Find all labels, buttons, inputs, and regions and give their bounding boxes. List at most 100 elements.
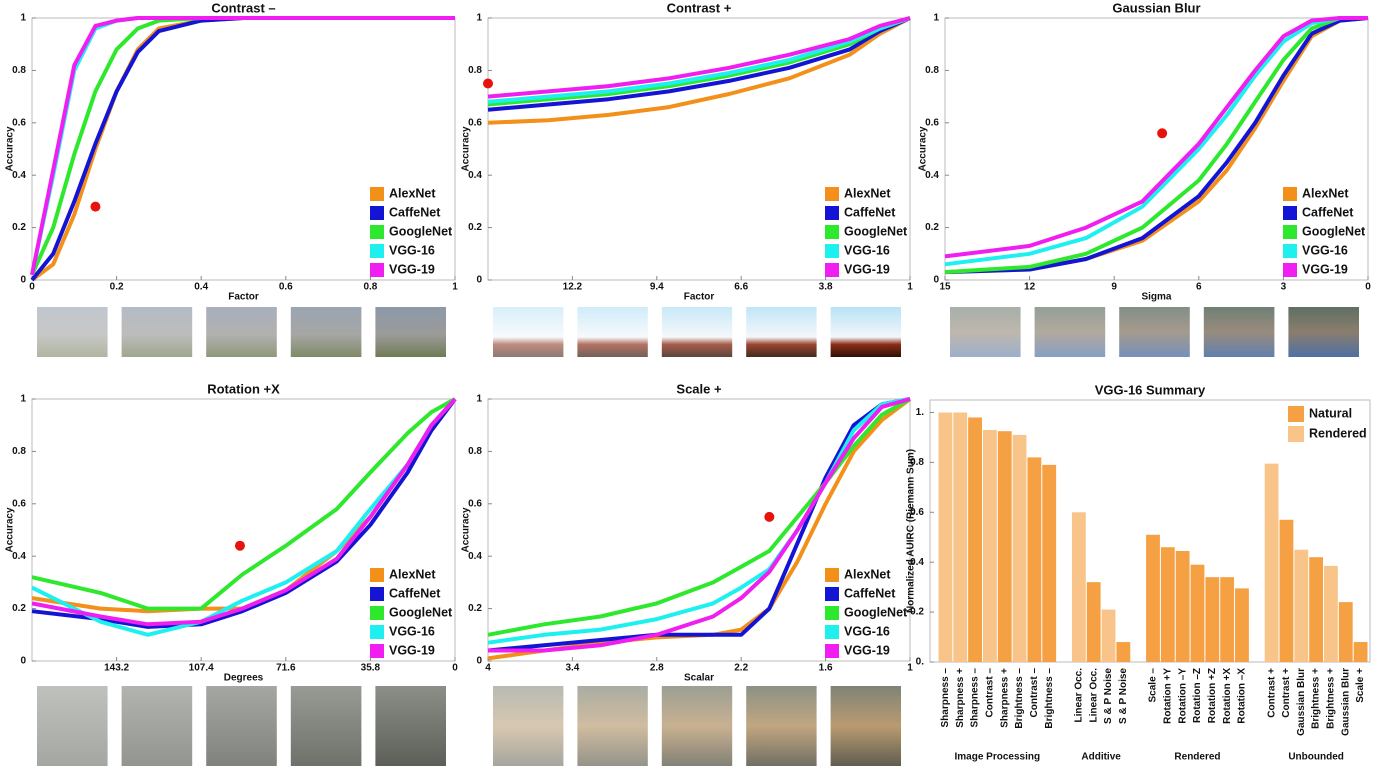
y-axis-label: Accuracy xyxy=(918,126,929,171)
group-label: Additive xyxy=(1081,752,1121,763)
legend-label: AlexNet xyxy=(1302,186,1349,200)
highlight-point xyxy=(235,541,245,551)
thumbnail xyxy=(493,307,563,357)
highlight-point xyxy=(1157,128,1167,138)
y-axis-label: Accuracy xyxy=(5,507,16,552)
x-tick-label: Rotation –X xyxy=(1237,668,1248,724)
x-tick-label: 9 xyxy=(1111,282,1117,293)
legend-label: CaffeNet xyxy=(389,205,441,219)
chart-title: Contrast – xyxy=(211,0,275,15)
thumbnail xyxy=(1204,307,1275,357)
x-tick-label: Brightness – xyxy=(1014,668,1025,729)
bar xyxy=(1280,520,1294,662)
legend-swatch xyxy=(1288,406,1304,422)
bar xyxy=(1013,435,1027,662)
x-axis-label: Scalar xyxy=(684,673,714,684)
x-tick-label: Contrast – xyxy=(1029,668,1040,718)
bar xyxy=(1220,577,1234,662)
x-tick-label: Gaussian Blur xyxy=(1296,668,1307,736)
group-label: Rendered xyxy=(1174,752,1220,763)
bar xyxy=(1042,465,1056,662)
thumbnail xyxy=(1119,307,1190,357)
thumbnail xyxy=(122,307,193,357)
legend-label: AlexNet xyxy=(844,186,891,200)
x-axis-label: Degrees xyxy=(224,673,264,684)
thumbnail xyxy=(662,307,732,357)
x-tick-label: 0 xyxy=(452,663,458,674)
y-tick-label: 0 xyxy=(476,656,482,667)
x-tick-label: 1.6 xyxy=(819,663,833,674)
legend-label: VGG-19 xyxy=(389,643,435,657)
thumbnail xyxy=(37,686,108,766)
thumbnail xyxy=(831,686,901,766)
bar xyxy=(1072,512,1086,662)
bar xyxy=(1324,566,1338,662)
x-tick-label: S & P Noise xyxy=(1103,668,1114,724)
x-tick-label: Gaussian Blur xyxy=(1340,668,1351,736)
thumbnail xyxy=(950,307,1021,357)
y-axis-label: Accuracy xyxy=(5,126,16,171)
legend-label: CaffeNet xyxy=(1302,205,1354,219)
legend-label: VGG-19 xyxy=(844,643,890,657)
group-label: Image Processing xyxy=(955,752,1041,763)
x-tick-label: Scale + xyxy=(1355,668,1366,703)
highlight-point xyxy=(483,79,493,89)
legend-swatch xyxy=(370,625,384,639)
thumbnail xyxy=(375,307,446,357)
legend-swatch xyxy=(370,244,384,258)
x-tick-label: 1 xyxy=(907,663,913,674)
x-tick-label: 6.6 xyxy=(734,282,748,293)
legend-swatch xyxy=(1283,263,1297,277)
chart-title: VGG-16 Summary xyxy=(1095,382,1206,397)
legend-swatch xyxy=(1283,225,1297,239)
legend-swatch xyxy=(370,206,384,220)
x-tick-label: 3.8 xyxy=(819,282,833,293)
legend-swatch xyxy=(370,587,384,601)
legend-label: AlexNet xyxy=(389,567,436,581)
bar xyxy=(1191,565,1205,662)
x-tick-label: 6 xyxy=(1196,282,1202,293)
x-tick-label: Brightness + xyxy=(1311,668,1322,729)
thumbnail xyxy=(746,307,816,357)
x-tick-label: Linear Occ. xyxy=(1088,668,1099,723)
y-tick-label: 0.2 xyxy=(12,603,26,614)
y-tick-label: 1 xyxy=(20,394,26,405)
y-tick-label: 0.2 xyxy=(468,603,482,614)
bar xyxy=(1339,602,1353,662)
x-tick-label: Brightness – xyxy=(1044,668,1055,729)
legend-label: Natural xyxy=(1309,406,1352,420)
x-tick-label: 9.4 xyxy=(650,282,664,293)
legend-swatch xyxy=(825,263,839,277)
x-tick-label: 12 xyxy=(1024,282,1036,293)
x-tick-label: 0 xyxy=(29,282,35,293)
y-tick-label: 0. xyxy=(916,657,925,668)
y-tick-label: 0.2 xyxy=(468,222,482,233)
thumbnail xyxy=(37,307,108,357)
legend-label: GoogleNet xyxy=(1302,224,1366,238)
legend-swatch xyxy=(1283,244,1297,258)
thumbnail xyxy=(206,686,277,766)
chart-title: Gaussian Blur xyxy=(1112,0,1200,15)
x-axis-label: Factor xyxy=(228,292,259,303)
legend-label: GoogleNet xyxy=(389,224,453,238)
x-tick-label: S & P Noise xyxy=(1118,668,1129,724)
x-tick-label: 12.2 xyxy=(563,282,583,293)
x-tick-label: 3 xyxy=(1281,282,1287,293)
thumbnail xyxy=(206,307,277,357)
legend-swatch xyxy=(825,606,839,620)
highlight-point xyxy=(764,512,774,522)
legend-label: VGG-16 xyxy=(1302,243,1348,257)
x-tick-label: 1 xyxy=(452,282,458,293)
thumbnail xyxy=(122,686,193,766)
series-line xyxy=(32,18,455,280)
x-tick-label: 107.4 xyxy=(189,663,214,674)
x-tick-label: 4 xyxy=(485,663,491,674)
bar xyxy=(1235,588,1249,662)
plot-frame xyxy=(945,18,1368,280)
figure: Contrast –00.20.40.60.8100.20.40.60.81Fa… xyxy=(0,0,1388,766)
x-tick-label: 2.2 xyxy=(734,663,748,674)
y-tick-label: 1. xyxy=(916,407,925,418)
x-tick-label: Contrast + xyxy=(1266,668,1277,718)
y-tick-label: 0.8 xyxy=(12,65,26,76)
series-line xyxy=(945,18,1368,256)
